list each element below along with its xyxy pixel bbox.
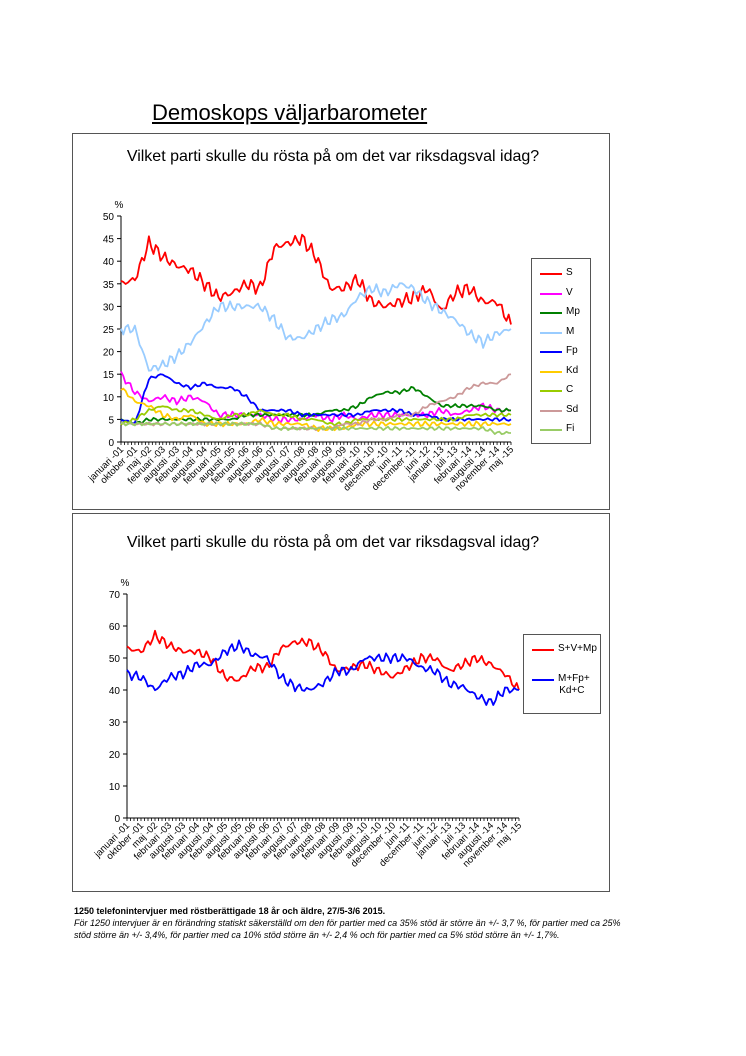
y-axis-unit-label: % bbox=[115, 200, 124, 211]
legend-item: S+V+Mp bbox=[524, 643, 600, 657]
legend-label: M+Fp+ Kd+C bbox=[558, 673, 590, 696]
y-tick-label: 10 bbox=[103, 393, 115, 404]
footnote-sample-info: 1250 telefonintervjuer med röstberättiga… bbox=[74, 906, 386, 916]
chart-panel-blocs: % 0 10 20 30 40 50 60 70 januari -01 oktober -01 ma… bbox=[72, 513, 610, 892]
series-line-sd bbox=[120, 373, 512, 432]
legend-swatch bbox=[540, 409, 562, 412]
y-tick-label: 5 bbox=[108, 415, 114, 426]
y-tick-label: 20 bbox=[103, 348, 115, 359]
legend-label: Fp bbox=[566, 345, 578, 356]
legend-swatch bbox=[540, 429, 562, 431]
series-line-s-v-mp bbox=[126, 629, 520, 691]
chart-title: Vilket parti skulle du rösta på om det v… bbox=[126, 534, 540, 551]
legend-label: M bbox=[566, 325, 575, 337]
legend-item: C bbox=[532, 384, 590, 398]
legend-item: Mp bbox=[532, 306, 590, 320]
series-line-fp bbox=[120, 373, 512, 426]
chart-panel-party-support: % 0 5 10 15 20 25 30 35 40 45 50 januari -01 oktober … bbox=[72, 133, 610, 510]
legend-item: S bbox=[532, 267, 590, 281]
y-tick-label: 50 bbox=[109, 654, 121, 665]
legend-item: M bbox=[532, 326, 590, 340]
y-tick-label: 10 bbox=[109, 782, 121, 793]
legend-swatch bbox=[540, 292, 562, 295]
footnote-significance: För 1250 intervjuer är en förändring sta… bbox=[74, 918, 621, 940]
legend-swatch bbox=[540, 331, 562, 334]
series-line-c bbox=[120, 405, 512, 427]
y-tick-label: 50 bbox=[103, 212, 115, 223]
legend-blocs: S+V+Mp M+Fp+ Kd+C bbox=[523, 634, 601, 714]
series-line-m-fp-kd-c bbox=[126, 639, 520, 706]
series-line-kd bbox=[120, 387, 512, 433]
legend-item: Fi bbox=[532, 423, 590, 437]
legend-label: Fi bbox=[566, 423, 575, 434]
series-line-m bbox=[120, 282, 512, 372]
y-tick-label: 45 bbox=[103, 235, 115, 246]
legend-swatch bbox=[532, 679, 554, 681]
y-tick-label: 40 bbox=[109, 686, 121, 697]
legend-label: Kd bbox=[566, 364, 579, 376]
legend-swatch bbox=[540, 312, 562, 314]
page-title: Demoskops väljarbarometer bbox=[152, 100, 428, 125]
legend-label: Sd bbox=[566, 403, 579, 415]
legend-item: Fp bbox=[532, 345, 590, 359]
y-tick-label: 25 bbox=[103, 325, 115, 336]
legend-label: Mp bbox=[566, 306, 580, 317]
legend-swatch bbox=[532, 649, 554, 651]
y-tick-label: 35 bbox=[103, 280, 115, 291]
series-line-v bbox=[120, 371, 512, 424]
y-tick-label: 0 bbox=[108, 438, 114, 449]
series-line-fi bbox=[120, 421, 512, 436]
y-tick-label: 60 bbox=[109, 622, 121, 633]
legend-label: S bbox=[566, 267, 573, 278]
y-tick-label: 40 bbox=[103, 257, 115, 268]
y-tick-label: 70 bbox=[109, 590, 121, 601]
legend-swatch bbox=[540, 390, 562, 392]
legend-item: M+Fp+ Kd+C bbox=[524, 673, 600, 699]
legend-swatch bbox=[540, 351, 562, 353]
y-tick-label: 30 bbox=[109, 718, 121, 729]
y-tick-label: 30 bbox=[103, 302, 115, 313]
legend-item: Sd bbox=[532, 404, 590, 418]
legend-label: C bbox=[566, 384, 574, 395]
legend-party-support: S V Mp M Fp Kd C Sd Fi bbox=[531, 258, 591, 444]
footnote: 1250 telefonintervjuer med röstberättiga… bbox=[74, 905, 634, 941]
legend-item: V bbox=[532, 287, 590, 301]
legend-item: Kd bbox=[532, 365, 590, 379]
series-line-s bbox=[120, 233, 512, 325]
chart-title: Vilket parti skulle du rösta på om det v… bbox=[126, 148, 540, 165]
legend-label: V bbox=[566, 286, 573, 298]
y-tick-label: 20 bbox=[109, 750, 121, 761]
y-axis-unit-label: % bbox=[121, 578, 130, 589]
legend-swatch bbox=[540, 273, 562, 275]
y-tick-label: 0 bbox=[114, 814, 120, 825]
legend-swatch bbox=[540, 370, 562, 373]
y-tick-label: 15 bbox=[103, 370, 115, 381]
legend-label: S+V+Mp bbox=[558, 643, 597, 654]
